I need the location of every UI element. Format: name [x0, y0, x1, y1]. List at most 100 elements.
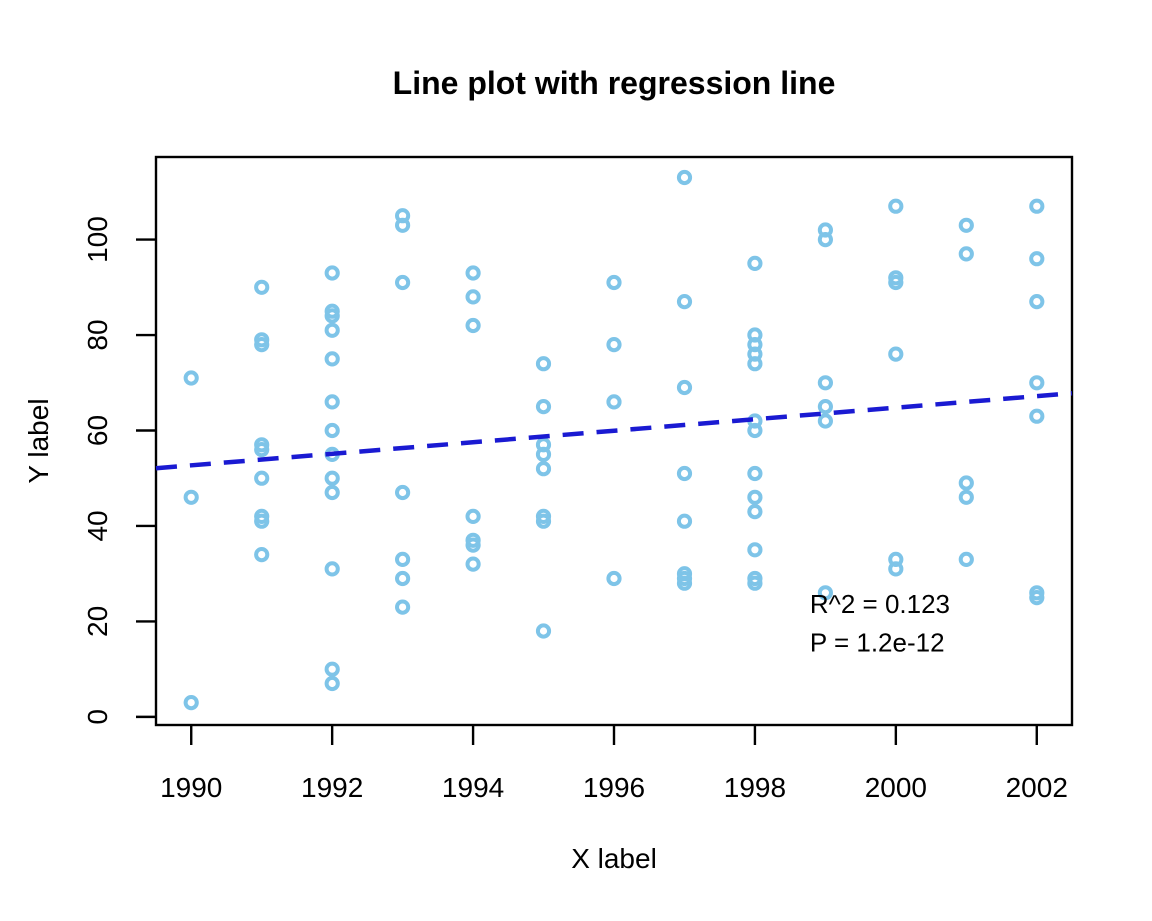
data-point — [676, 379, 693, 396]
data-point — [254, 337, 270, 353]
data-point — [535, 513, 552, 529]
data-point — [606, 274, 622, 291]
data-point — [958, 475, 974, 491]
data-point — [817, 585, 834, 601]
data-point — [395, 570, 411, 587]
data-point — [747, 575, 763, 591]
data-point — [183, 695, 199, 711]
regression-line — [155, 391, 1073, 471]
data-point — [535, 623, 552, 639]
data-point — [958, 217, 974, 233]
data-point — [1029, 590, 1045, 606]
data-point — [465, 289, 481, 305]
data-point — [465, 265, 481, 281]
data-point — [958, 246, 974, 262]
data-point — [395, 217, 411, 233]
data-point — [324, 661, 340, 677]
data-point — [324, 322, 340, 338]
data-point — [254, 547, 270, 563]
data-point — [465, 556, 481, 572]
data-point — [254, 279, 270, 295]
data-point — [395, 551, 411, 568]
data-point — [817, 413, 834, 429]
y-tick-label: 60 — [82, 415, 113, 446]
x-axis: 1990 1992 1994 1996 1998 2000 2002 — [160, 725, 1068, 803]
y-tick-label: 20 — [82, 606, 113, 637]
annotation-p-value: P = 1.2e-12 — [810, 627, 945, 657]
data-point — [324, 561, 340, 577]
y-axis-label: Y label — [23, 398, 54, 483]
x-tick-label: 1998 — [724, 772, 786, 803]
y-tick-label: 0 — [82, 709, 113, 725]
x-tick-label: 2002 — [1006, 772, 1068, 803]
data-point — [183, 370, 199, 386]
data-point — [324, 422, 340, 439]
data-point — [747, 504, 763, 520]
data-point — [888, 198, 904, 214]
data-point — [817, 375, 834, 391]
data-point — [465, 508, 481, 525]
data-point — [747, 489, 763, 505]
data-point — [958, 489, 974, 505]
data-point — [254, 442, 270, 458]
data-point — [747, 255, 763, 271]
data-point — [747, 465, 763, 482]
data-point — [676, 169, 693, 186]
scatter-points — [183, 169, 1045, 711]
y-tick-label: 80 — [82, 319, 113, 350]
data-point — [1029, 408, 1045, 424]
data-point — [606, 337, 622, 353]
data-point — [324, 351, 340, 367]
x-tick-label: 1996 — [583, 772, 645, 803]
data-point — [535, 446, 552, 462]
data-point — [535, 399, 552, 415]
x-tick-label: 1990 — [160, 772, 222, 803]
data-point — [324, 675, 340, 692]
data-point — [747, 422, 763, 439]
data-point — [324, 470, 340, 486]
data-point — [888, 346, 904, 362]
data-point — [395, 484, 411, 501]
data-point — [1029, 375, 1045, 391]
data-point — [888, 274, 904, 291]
data-point — [535, 461, 552, 477]
data-point — [958, 551, 974, 568]
data-point — [676, 513, 693, 529]
data-point — [606, 570, 622, 587]
data-point — [183, 489, 199, 505]
data-point — [254, 470, 270, 486]
y-axis: 0 20 40 60 80 100 — [82, 216, 156, 725]
data-point — [747, 356, 763, 372]
y-tick-label: 40 — [82, 510, 113, 541]
data-point — [1029, 198, 1045, 214]
data-point — [676, 465, 693, 482]
y-tick-label: 100 — [82, 216, 113, 263]
chart-title: Line plot with regression line — [393, 65, 836, 101]
data-point — [676, 294, 693, 310]
x-axis-label: X label — [571, 843, 657, 874]
data-point — [254, 513, 270, 529]
data-point — [465, 317, 481, 334]
data-point — [606, 394, 622, 410]
data-point — [817, 399, 834, 415]
data-point — [324, 484, 340, 501]
data-point — [324, 265, 340, 281]
data-point — [1029, 294, 1045, 310]
data-point — [535, 356, 552, 372]
data-point — [888, 561, 904, 577]
data-point — [395, 599, 411, 615]
data-point — [676, 575, 693, 591]
data-point — [395, 274, 411, 291]
data-point — [817, 232, 834, 248]
x-tick-label: 1994 — [442, 772, 504, 803]
x-tick-label: 2000 — [865, 772, 927, 803]
annotation-r-squared: R^2 = 0.123 — [810, 589, 950, 619]
x-tick-label: 1992 — [301, 772, 363, 803]
data-point — [324, 308, 340, 324]
data-point — [1029, 251, 1045, 267]
data-point — [747, 542, 763, 558]
data-point — [324, 394, 340, 410]
data-point — [465, 537, 481, 553]
